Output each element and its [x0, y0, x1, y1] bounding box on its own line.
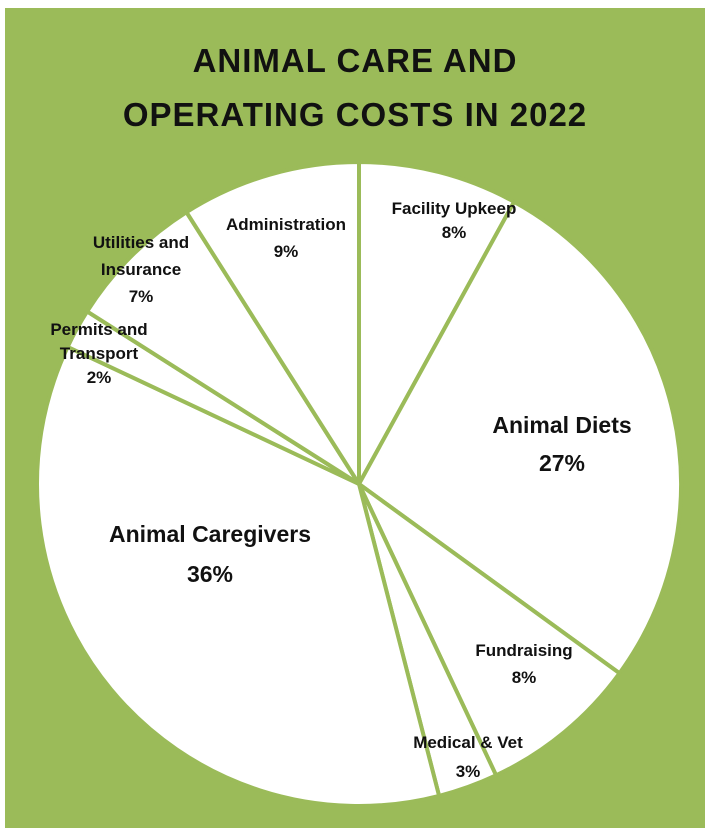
- slice-name-administration: Administration: [226, 215, 346, 234]
- chart-title-line-1: ANIMAL CARE AND: [192, 42, 518, 79]
- slice-label-fundraising: Fundraising 8%: [475, 641, 572, 687]
- slice-percent-fundraising: 8%: [512, 668, 537, 687]
- pie-slice-administration: [184, 160, 361, 486]
- slice-label-facility-upkeep: Facility Upkeep 8%: [392, 199, 517, 242]
- slice-label-animal-diets: Animal Diets 27%: [492, 412, 631, 476]
- pie-slice-facility-upkeep: [357, 160, 517, 486]
- slice-name-animal-caregivers: Animal Caregivers: [109, 521, 311, 547]
- slice-percent-administration: 9%: [274, 242, 299, 261]
- chart-title: ANIMAL CARE AND OPERATING COSTS IN 2022: [5, 34, 705, 142]
- slice-percent-medical-vet: 3%: [456, 762, 481, 781]
- slice-name-facility-upkeep: Facility Upkeep: [392, 199, 517, 218]
- slice-name-fundraising: Fundraising: [475, 641, 572, 660]
- slice-label-permits-and-transport: Permits and Transport 2%: [50, 320, 147, 387]
- pie-slice-utilities-and-insurance: [85, 210, 361, 486]
- slice-percent-animal-diets: 27%: [539, 450, 585, 476]
- slice-name-permits-and-transport: Transport: [60, 344, 139, 363]
- slice-name-medical-vet: Medical & Vet: [413, 733, 523, 752]
- pie-slice-animal-caregivers: [35, 344, 442, 808]
- slice-label-animal-caregivers: Animal Caregivers 36%: [109, 521, 311, 587]
- slice-label-administration: Administration 9%: [226, 215, 346, 261]
- slice-name-animal-diets: Animal Diets: [492, 412, 631, 438]
- slice-label-utilities-and-insurance: Utilities and Insurance 7%: [93, 233, 189, 306]
- pie-slice-fundraising: [357, 482, 622, 778]
- slice-percent-animal-caregivers: 36%: [187, 561, 233, 587]
- slice-percent-facility-upkeep: 8%: [442, 223, 467, 242]
- slice-name-utilities-and-insurance: Utilities and: [93, 233, 189, 252]
- chart-title-line-2: OPERATING COSTS IN 2022: [122, 96, 588, 133]
- slice-percent-utilities-and-insurance: 7%: [129, 287, 154, 306]
- slice-name-permits-and-transport: Permits and: [50, 320, 147, 339]
- pie-chart: Facility Upkeep 8% Animal Diets 27% Fundrais…: [35, 160, 683, 808]
- slice-percent-permits-and-transport: 2%: [87, 368, 112, 387]
- chart-frame: ANIMAL CARE AND OPERATING COSTS IN 2022 …: [5, 8, 705, 828]
- slice-label-medical-vet: Medical & Vet 3%: [413, 733, 523, 781]
- slice-name-utilities-and-insurance: Insurance: [101, 260, 181, 279]
- pie-slice-animal-diets: [357, 199, 683, 676]
